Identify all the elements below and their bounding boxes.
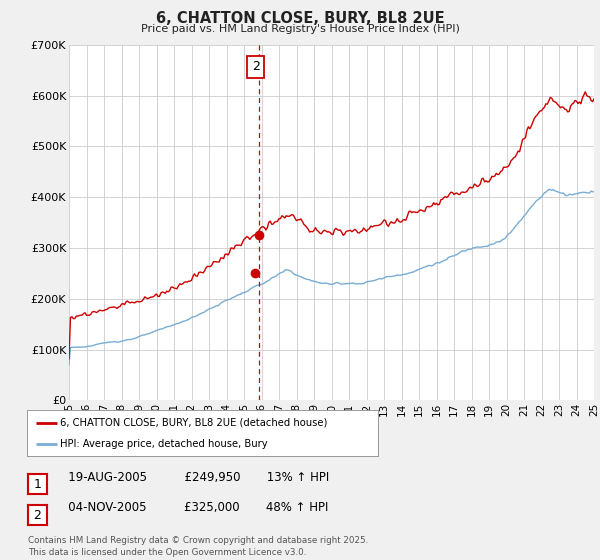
Text: 2: 2: [251, 60, 260, 73]
Text: 1: 1: [34, 478, 41, 491]
Text: 04-NOV-2005          £325,000       48% ↑ HPI: 04-NOV-2005 £325,000 48% ↑ HPI: [57, 501, 328, 515]
Text: 6, CHATTON CLOSE, BURY, BL8 2UE: 6, CHATTON CLOSE, BURY, BL8 2UE: [155, 11, 445, 26]
Text: Contains HM Land Registry data © Crown copyright and database right 2025.
This d: Contains HM Land Registry data © Crown c…: [28, 536, 368, 557]
Text: 19-AUG-2005          £249,950       13% ↑ HPI: 19-AUG-2005 £249,950 13% ↑ HPI: [57, 470, 329, 484]
Text: 6, CHATTON CLOSE, BURY, BL8 2UE (detached house): 6, CHATTON CLOSE, BURY, BL8 2UE (detache…: [61, 418, 328, 428]
Text: Price paid vs. HM Land Registry's House Price Index (HPI): Price paid vs. HM Land Registry's House …: [140, 24, 460, 34]
Text: HPI: Average price, detached house, Bury: HPI: Average price, detached house, Bury: [61, 439, 268, 449]
Text: 2: 2: [34, 508, 41, 522]
